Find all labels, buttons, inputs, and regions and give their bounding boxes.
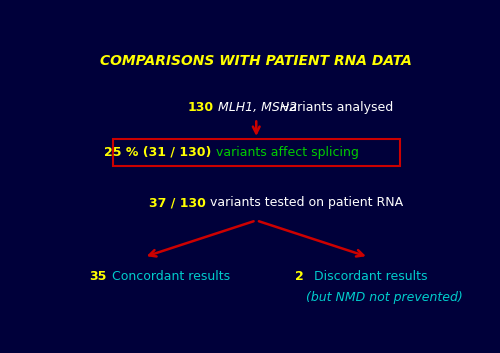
Text: variants affect splicing: variants affect splicing (212, 146, 358, 159)
Text: 37 / 130: 37 / 130 (149, 196, 206, 209)
Text: 130: 130 (188, 101, 214, 114)
Text: variants tested on patient RNA: variants tested on patient RNA (206, 196, 403, 209)
Bar (113, 139, 400, 166)
Text: Concordant results: Concordant results (104, 270, 230, 283)
Text: COMPARISONS WITH PATIENT RNA DATA: COMPARISONS WITH PATIENT RNA DATA (100, 54, 412, 68)
Text: Discordant results: Discordant results (306, 270, 428, 283)
Text: (but NMD not prevented): (but NMD not prevented) (306, 291, 462, 304)
Text: variants analysed: variants analysed (278, 101, 393, 114)
Text: 25 % (31 / 130): 25 % (31 / 130) (104, 146, 212, 159)
Text: 2: 2 (295, 270, 304, 283)
Text: 35: 35 (90, 270, 107, 283)
Text: MLH1, MSH2: MLH1, MSH2 (214, 101, 297, 114)
